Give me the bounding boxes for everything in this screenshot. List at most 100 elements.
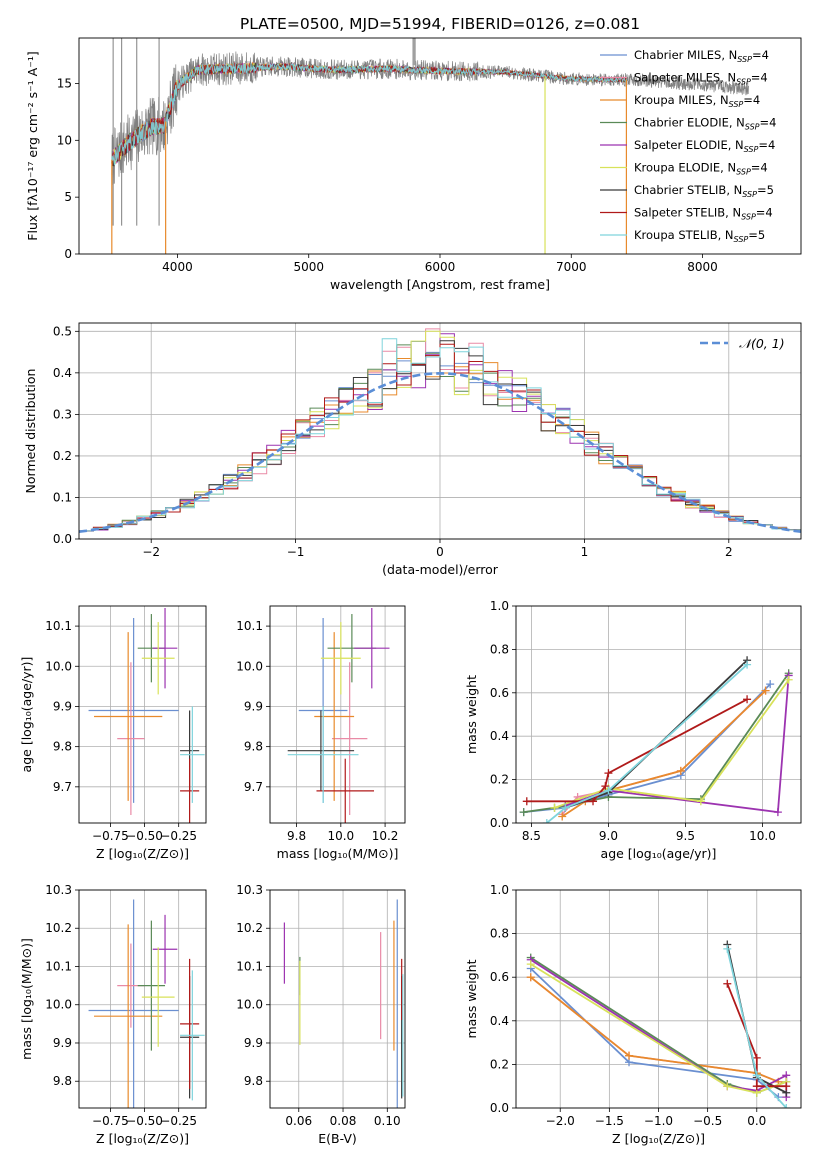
mass-weight-marker (519, 808, 528, 817)
y-tick-label: 9.9 (53, 1036, 72, 1050)
errorbar-point (180, 758, 200, 823)
x-tick-label: 0.08 (330, 1114, 357, 1128)
y-tick-label: 9.7 (244, 780, 263, 794)
spectrum-y-axis-label: Flux [fλ10⁻¹⁷ erg cm⁻² s⁻¹ A⁻¹] (25, 51, 40, 240)
age-vs-z-panel: −0.75−0.50−0.25 9.7 9.8 9.9 10.0 10.1 Z [log₁₀… (19, 605, 207, 861)
x-tick-label: −0.25 (160, 829, 197, 843)
residual-histogram (79, 330, 801, 532)
mass-weight-series (530, 963, 787, 1094)
x-tick-label: 4000 (162, 260, 193, 274)
legend-entry: Salpeter MILES, NSSP=4 (634, 71, 768, 87)
age-vs-z-y-axis-label: age [log₁₀(age/yr)] (19, 657, 34, 773)
normal-reference-curve (79, 371, 801, 533)
x-tick-label: −0.5 (693, 1114, 722, 1128)
y-tick-label: 0.4 (490, 1014, 509, 1028)
spectrum-spike (412, 38, 416, 66)
y-tick-label: 9.8 (244, 740, 263, 754)
residuals-x-axis-label: (data-model)/error (382, 562, 499, 577)
x-tick-label: 0.0 (747, 1114, 766, 1128)
mass-weight-vs-z-plot-area (526, 940, 791, 1108)
y-tick-label: 5 (64, 190, 72, 204)
mass-weight-marker (604, 769, 613, 778)
y-tick-label: 10.1 (45, 959, 72, 973)
mass-weight-marker (782, 1082, 791, 1091)
errorbar-point (117, 662, 145, 815)
y-tick-label: 10.1 (236, 959, 263, 973)
spectrum-legend: Chabrier MILES, NSSP=4 Salpeter MILES, NS… (600, 48, 776, 244)
age-vs-z-x-axis-label: Z [log₁₀(Z/Z⊙)] (96, 846, 189, 861)
spectrum-x-axis-label: wavelength [Angstrom, rest frame] (330, 277, 550, 292)
x-tick-label: −0.50 (126, 1114, 163, 1128)
y-tick-label: 10.0 (45, 998, 72, 1012)
y-tick-label: 10.0 (236, 659, 263, 673)
mass-vs-z-frame (78, 889, 207, 1109)
y-tick-label: 10.1 (45, 619, 72, 633)
spectrum-panel: 4000 5000 6000 7000 8000 0 5 10 15 wavelength [An… (25, 37, 802, 292)
x-tick-label: −0.25 (160, 1114, 197, 1128)
mass-vs-z-x-axis-label: Z [log₁₀(Z/Z⊙)] (96, 1131, 189, 1146)
errorbar-point (287, 706, 359, 803)
errorbar-point (152, 914, 178, 984)
y-tick-label: 10.2 (45, 921, 72, 935)
y-tick-label: 0.8 (490, 642, 509, 656)
errorbar-point (354, 608, 390, 689)
y-tick-label: 9.9 (53, 699, 72, 713)
legend-entry: Kroupa STELIB, NSSP=5 (634, 228, 765, 244)
mass-weight-marker (676, 766, 685, 775)
mass-weight-marker (743, 695, 752, 704)
mass-weight-marker (723, 1082, 732, 1091)
errorbar-point (94, 632, 163, 801)
x-tick-label: −1.5 (595, 1114, 624, 1128)
legend-entry: Kroupa MILES, NSSP=4 (634, 93, 760, 109)
spectrum-frame (78, 37, 802, 255)
y-tick-label: 10.3 (236, 883, 263, 897)
mass-weight-marker (561, 803, 570, 812)
y-tick-label: 10 (57, 133, 72, 147)
errorbar-point (88, 618, 179, 803)
mass-weight-marker (589, 797, 598, 806)
x-tick-label: −1.0 (644, 1114, 673, 1128)
mass-weight-vs-z-y-axis-label: mass weight (464, 959, 479, 1038)
residuals-plot-area (79, 328, 801, 533)
age-vs-z-frame (78, 605, 207, 824)
mass-vs-z-plot-area (88, 899, 205, 1108)
y-tick-label: 9.8 (53, 740, 72, 754)
y-tick-label: 10.3 (45, 883, 72, 897)
x-tick-label: 9.8 (287, 829, 306, 843)
mass-weight-marker (550, 803, 559, 812)
residual-histogram (79, 338, 801, 532)
x-tick-label: 8000 (687, 260, 718, 274)
age-vs-mass-frame (269, 605, 406, 824)
y-tick-label: 0.4 (53, 366, 72, 380)
x-tick-label: 0.06 (285, 1114, 312, 1128)
x-tick-label: −2 (142, 545, 160, 559)
legend-entry: 𝒩(0, 1) (739, 336, 785, 351)
errorbar-point (180, 958, 200, 1089)
mass-weight-marker (723, 944, 732, 953)
mass-weight-marker (604, 786, 613, 795)
legend-entry: Salpeter ELODIE, NSSP=4 (634, 138, 775, 154)
mass-weight-marker (522, 797, 531, 806)
mass-weight-series (554, 679, 790, 809)
mass-vs-ebv-frame (269, 889, 406, 1109)
errorbar-point (141, 622, 175, 695)
errorbar-point (180, 706, 205, 803)
x-tick-label: 6000 (425, 260, 456, 274)
y-tick-label: 10.2 (236, 921, 263, 935)
y-tick-label: 10.0 (45, 659, 72, 673)
y-tick-label: 9.8 (53, 1074, 72, 1088)
mass-weight-marker (558, 812, 567, 821)
mass-vs-z-panel: −0.75−0.50−0.25 9.8 9.9 10.0 10.1 10.2 10.3 Z [… (19, 883, 207, 1146)
mass-weight-marker (752, 1071, 761, 1080)
mass-weight-vs-z-panel: −2.0 −1.5 −1.0 −0.5 0.0 0.0 0.2 0.4 0.6 0.8 1.0 Z [… (464, 883, 802, 1146)
mass-vs-ebv-x-axis-label: E(B-V) (318, 1131, 357, 1146)
x-tick-label: −1 (287, 545, 305, 559)
mass-weight-series (565, 675, 790, 814)
mass-weight-series (546, 663, 748, 823)
y-tick-label: 0.6 (490, 970, 509, 984)
y-tick-label: 0.2 (490, 1057, 509, 1071)
mass-weight-vs-z-frame (515, 889, 802, 1109)
mass-weight-marker (526, 960, 535, 969)
mass-weight-marker (752, 1082, 761, 1091)
x-tick-label: 10.2 (372, 829, 399, 843)
